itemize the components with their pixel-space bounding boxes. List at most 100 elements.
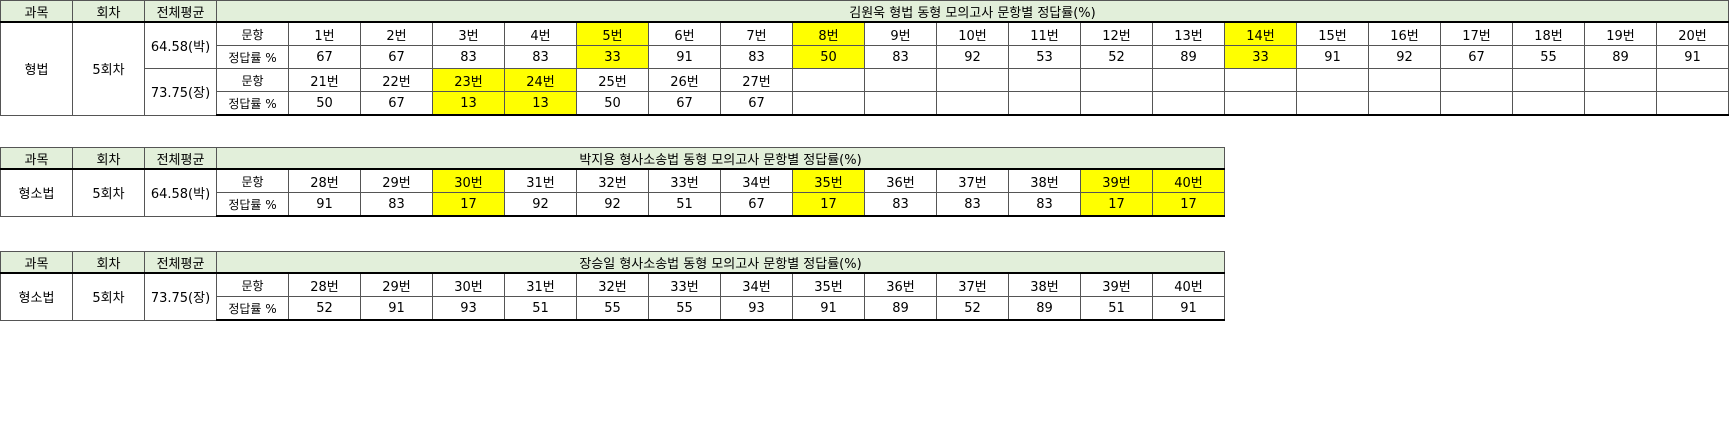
rate-cell [1008,91,1081,116]
rate-cell: 50 [792,45,865,69]
question-cell: 4번 [504,21,577,46]
rate-cell [1440,91,1513,116]
rate-label: 정답률 % [216,45,289,69]
rate-cell: 67 [720,91,793,116]
rate-cell: 83 [720,45,793,69]
question-cell: 38번 [1008,168,1081,193]
question-cell: 34번 [720,272,793,297]
table-title: 김원욱 형법 동형 모의고사 문항별 정답률(%) [216,0,1729,23]
question-cell: 33번 [648,272,721,297]
question-cell [1296,68,1369,92]
rate-cell: 89 [864,296,937,321]
average-cell: 73.75(장) [144,272,217,321]
rate-cell: 33 [1224,45,1297,69]
question-cell [864,68,937,92]
rate-cell: 91 [288,192,361,217]
question-cell [1008,68,1081,92]
question-cell: 17번 [1440,21,1513,46]
rate-cell [1224,91,1297,116]
rate-cell: 51 [648,192,721,217]
question-cell [1656,68,1729,92]
subject-cell: 형법 [0,21,73,116]
question-cell: 38번 [1008,272,1081,297]
question-cell: 23번 [432,68,505,92]
question-cell [936,68,1009,92]
rate-cell: 91 [648,45,721,69]
question-cell: 15번 [1296,21,1369,46]
rate-cell: 17 [1152,192,1225,217]
rate-cell: 17 [792,192,865,217]
question-cell: 39번 [1080,272,1153,297]
question-cell: 1번 [288,21,361,46]
rate-cell [1368,91,1441,116]
question-cell: 31번 [504,168,577,193]
rate-cell [1080,91,1153,116]
rate-cell [1152,91,1225,116]
question-cell: 34번 [720,168,793,193]
rate-cell: 89 [1584,45,1657,69]
question-cell: 29번 [360,272,433,297]
rate-cell: 67 [360,45,433,69]
average-cell: 73.75(장) [144,68,217,116]
rate-cell: 83 [432,45,505,69]
rate-cell [792,91,865,116]
rate-cell: 67 [720,192,793,217]
question-cell: 26번 [648,68,721,92]
rate-cell: 67 [288,45,361,69]
rate-cell: 51 [504,296,577,321]
rate-label: 정답률 % [216,296,289,321]
rate-cell: 17 [1080,192,1153,217]
rate-cell: 92 [504,192,577,217]
rate-cell: 55 [648,296,721,321]
question-cell: 18번 [1512,21,1585,46]
rate-cell: 92 [1368,45,1441,69]
rate-label: 정답률 % [216,91,289,116]
subject-cell: 형소법 [0,272,73,321]
round-cell: 5회차 [72,21,145,116]
subject-header: 과목 [0,147,73,170]
table-title: 장승일 형사소송법 동형 모의고사 문항별 정답률(%) [216,251,1225,274]
rate-cell: 92 [936,45,1009,69]
question-label: 문항 [216,168,289,193]
question-cell: 31번 [504,272,577,297]
table-title: 박지용 형사소송법 동형 모의고사 문항별 정답률(%) [216,147,1225,170]
rate-cell: 91 [1656,45,1729,69]
rate-cell [864,91,937,116]
rate-row: 정답률 % 91 83 17 92 92 51 67 17 83 83 83 17 17 [1,192,1225,217]
rate-cell: 89 [1008,296,1081,321]
question-cell [1080,68,1153,92]
question-cell: 36번 [864,272,937,297]
rate-row: 정답률 % 67 67 83 83 33 91 83 50 83 92 53 52 89 33 91 92 67 5… [1,45,1729,69]
header-row: 과목 회차 전체평균 장승일 형사소송법 동형 모의고사 문항별 정답률(%) [0,251,1225,274]
rate-cell [1296,91,1369,116]
rate-cell: 91 [1152,296,1225,321]
average-header: 전체평균 [144,147,217,170]
rate-cell: 52 [1080,45,1153,69]
rate-cell: 93 [432,296,505,321]
question-cell [792,68,865,92]
rate-cell: 91 [360,296,433,321]
rate-cell [1656,91,1729,116]
average-cell: 64.58(박) [144,168,217,217]
rate-cell: 83 [1008,192,1081,217]
rate-cell: 83 [360,192,433,217]
rate-cell: 67 [1440,45,1513,69]
question-cell: 7번 [720,21,793,46]
question-cell: 9번 [864,21,937,46]
question-cell: 13번 [1152,21,1225,46]
question-row: 73.75(장) 문항 21번 22번 23번 24번 25번 26번 27번 [1,68,1729,116]
round-cell: 5회차 [72,272,145,321]
question-cell: 3번 [432,21,505,46]
question-cell: 36번 [864,168,937,193]
question-cell: 11번 [1008,21,1081,46]
question-cell: 28번 [288,168,361,193]
rate-row: 정답률 % 50 67 13 13 50 67 67 [1,91,1729,116]
rate-cell [1584,91,1657,116]
rate-cell: 50 [288,91,361,116]
question-cell: 28번 [288,272,361,297]
question-row: 형소법 5회차 64.58(박) 문항 28번 29번 30번 31번 32번 33번 34번 35번… [0,168,1225,217]
question-cell: 40번 [1152,168,1225,193]
question-row: 형법 5회차 64.58(박) 문항 1번 2번 3번 4번 5번 6번 7번 8번 9번 10번 11번 1… [0,21,1729,116]
rate-cell: 89 [1152,45,1225,69]
question-cell [1512,68,1585,92]
